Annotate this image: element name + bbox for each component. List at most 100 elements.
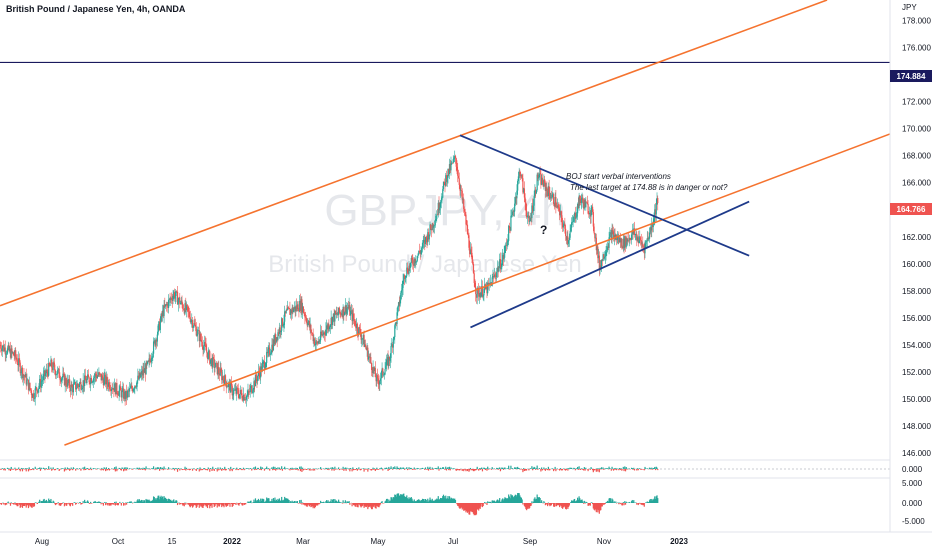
indicator2-bar [200, 503, 203, 507]
candle-body [635, 234, 637, 235]
indicator1-bar [326, 469, 328, 470]
indicator1-bar [543, 467, 545, 469]
indicator1-bar [403, 467, 405, 469]
candle-body [140, 373, 142, 377]
drawing-lines[interactable] [0, 0, 891, 446]
indicator2-bar [268, 498, 270, 503]
candle-body [18, 358, 21, 363]
candle-body [434, 220, 436, 226]
candle-body [117, 394, 119, 396]
hline-price-tag [890, 70, 932, 82]
price-axis-ticks[interactable]: 178.000176.000174.000172.000170.000168.0… [902, 16, 931, 458]
indicator1-bar [416, 467, 418, 469]
indicator1-bar [367, 469, 369, 472]
indicator2-bar [425, 499, 427, 503]
candle-body [140, 371, 143, 374]
indicator1-bar [350, 467, 352, 469]
price-tick-label: 160.000 [902, 260, 931, 269]
indicator1-bar [327, 467, 329, 469]
indicator2-bar [636, 503, 638, 505]
candle-body [2, 345, 4, 348]
indicator2-bar [570, 501, 572, 503]
indicator2-bar [40, 501, 42, 503]
indicator2-bar [525, 503, 527, 510]
indicator2-bar [200, 503, 202, 507]
indicator2-bar [222, 503, 224, 507]
indicator2-bar [585, 501, 587, 503]
time-axis-ticks[interactable]: Aug Oct 15 2022 Mar May Jul Sep Nov 2023 [35, 537, 689, 546]
triangle-lower-line[interactable] [470, 200, 750, 329]
candle-body [285, 310, 287, 314]
indicator2-bar [507, 498, 509, 503]
indicator1-bar [331, 469, 333, 471]
candle-body [531, 205, 533, 219]
candle-body [12, 352, 15, 356]
indicator1-bar [475, 469, 478, 470]
candle-body [84, 375, 87, 381]
indicator2-bar [562, 503, 564, 508]
indicator2-bar [441, 498, 443, 503]
indicator2-bar [143, 500, 146, 503]
indicator2-bar [472, 503, 474, 513]
indicator2-bar [221, 503, 223, 508]
indicator2-bar [476, 503, 478, 510]
indicator2-bar [129, 501, 131, 503]
indicator1-bar [276, 469, 278, 470]
candle-body [517, 176, 520, 181]
indicator2-bar [50, 498, 52, 503]
candle-body [99, 372, 101, 374]
candle-body [649, 227, 651, 233]
indicator2-bar [110, 503, 112, 506]
indicator2-bar [613, 501, 615, 503]
candle-body [453, 158, 455, 160]
indicator2-bar [281, 500, 284, 503]
candle-body [365, 347, 367, 350]
indicator1-bar [454, 469, 457, 470]
indicator2-bar [594, 503, 596, 511]
indicator1-bar [618, 467, 621, 469]
triangle-upper-line[interactable] [459, 134, 750, 257]
candle-body [308, 320, 311, 328]
indicator2-bar [457, 503, 460, 507]
indicator2-bar [321, 502, 323, 503]
indicator1-bar [514, 467, 516, 469]
time-tick-label: Aug [35, 537, 49, 546]
channel-lower-line[interactable] [64, 133, 891, 446]
candle-body [458, 178, 460, 185]
indicator1-bar [301, 469, 303, 472]
indicator1-bar [427, 466, 429, 469]
candle-body [344, 312, 346, 316]
indicator1-bar [374, 469, 376, 472]
indicator1-bar [402, 467, 404, 469]
indicator2-bar [226, 503, 228, 507]
indicator2-bar [296, 502, 298, 503]
indicator2-bar [117, 503, 119, 506]
candle-body [554, 197, 556, 207]
indicator2-bar [100, 503, 102, 505]
indicator1-bar [120, 469, 122, 471]
channel-upper-line[interactable] [0, 0, 828, 307]
indicator2-bar [427, 501, 430, 503]
indicator2-bar [301, 503, 303, 505]
candle-body [590, 208, 592, 217]
indicator1-bar [221, 469, 223, 471]
candle-body [79, 381, 81, 384]
indicator1-bar [654, 466, 656, 469]
indicator2-bar [431, 498, 433, 503]
candle-body [341, 313, 343, 315]
indicator2-bar [415, 501, 418, 503]
candle-body [542, 183, 544, 187]
indicator2-bar [385, 500, 387, 503]
candle-body [571, 222, 573, 228]
indicator2-bar [312, 503, 314, 509]
candle-body [346, 307, 348, 314]
indicator1-bar [348, 468, 350, 469]
candle-body [548, 186, 550, 193]
indicator2-bar [238, 503, 240, 506]
indicator2-bar [93, 501, 95, 503]
indicator2-bar [320, 500, 322, 503]
indicator2-bar [197, 503, 200, 505]
candle-body [78, 385, 80, 388]
